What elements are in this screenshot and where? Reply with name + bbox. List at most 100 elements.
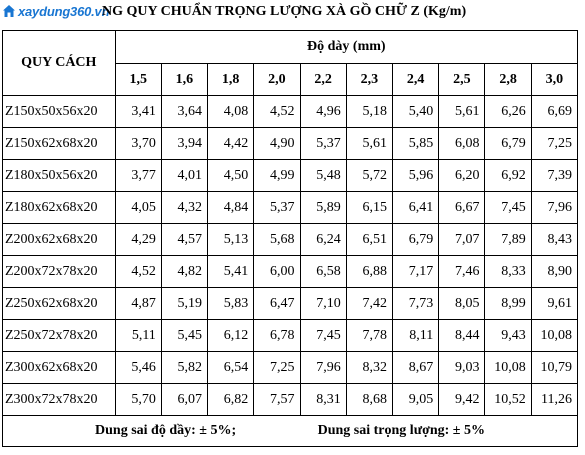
spec-cell: Z300x72x78x20 (2, 383, 116, 416)
weight-cell: 6,07 (160, 383, 209, 416)
weight-cell: 7,57 (253, 383, 301, 416)
weight-cell: 7,25 (530, 127, 579, 160)
weight-tolerance: Dung sai trọng lượng: ± 5% (317, 423, 485, 438)
weight-cell: 7,46 (438, 255, 486, 288)
weight-cell: 5,85 (391, 127, 440, 160)
weight-cell: 9,05 (391, 383, 440, 416)
weight-cell: 6,79 (391, 223, 440, 256)
weight-cell: 5,41 (207, 255, 255, 288)
weight-cell: 6,00 (253, 255, 301, 288)
weight-cell: 10,08 (530, 319, 579, 352)
thickness-header: 2,8 (484, 63, 532, 96)
weight-cell: 5,13 (207, 223, 255, 256)
thickness-header: 2,5 (438, 63, 486, 96)
weight-cell: 6,20 (438, 159, 486, 192)
table-row: Z180x62x68x20 4,05 4,32 4,84 5,37 5,89 6,15 6,4… (2, 191, 579, 224)
weight-cell: 4,57 (160, 223, 209, 256)
weight-cell: 10,52 (484, 383, 532, 416)
table-row: Z150x50x56x20 3,41 3,64 4,08 4,52 4,96 5,18 5,4… (2, 95, 579, 128)
weight-cell: 6,79 (484, 127, 532, 160)
weight-cell: 4,01 (160, 159, 209, 192)
weight-cell: 4,96 (299, 95, 347, 128)
table-body: Z150x50x56x20 3,41 3,64 4,08 4,52 4,96 5,18 5,4… (2, 95, 579, 416)
weight-cell: 6,82 (207, 383, 255, 416)
weight-cell: 8,05 (438, 287, 486, 320)
weight-cell: 7,10 (299, 287, 347, 320)
weight-cell: 8,32 (345, 351, 393, 384)
weight-cell: 6,67 (438, 191, 486, 224)
weight-cell: 6,58 (299, 255, 347, 288)
weight-cell: 7,96 (299, 351, 347, 384)
weight-cell: 10,08 (484, 351, 532, 384)
weight-cell: 5,61 (345, 127, 393, 160)
weight-cell: 8,43 (530, 223, 579, 256)
weight-cell: 7,25 (253, 351, 301, 384)
weight-cell: 5,83 (207, 287, 255, 320)
weight-cell: 7,42 (345, 287, 393, 320)
weight-cell: 6,08 (438, 127, 486, 160)
weight-cell: 6,92 (484, 159, 532, 192)
weight-cell: 6,51 (345, 223, 393, 256)
table-row: Z300x72x78x20 5,70 6,07 6,82 7,57 8,31 8,68 9,0… (2, 383, 579, 416)
weight-cell: 9,43 (484, 319, 532, 352)
thickness-header: 3,0 (530, 63, 579, 96)
weight-cell: 11,26 (530, 383, 579, 416)
thickness-header: 2,4 (391, 63, 440, 96)
weight-cell: 7,73 (391, 287, 440, 320)
table-row: Z150x62x68x20 3,70 3,94 4,42 4,90 5,37 5,61 5,8… (2, 127, 579, 160)
table-row: Z250x72x78x20 5,11 5,45 6,12 6,78 7,45 7,78 8,1… (2, 319, 579, 352)
spec-cell: Z180x50x56x20 (2, 159, 116, 192)
weight-cell: 8,67 (391, 351, 440, 384)
weight-cell: 8,44 (438, 319, 486, 352)
weight-cell: 8,68 (345, 383, 393, 416)
weight-cell: 4,50 (207, 159, 255, 192)
document-title: NG QUY CHUẨN TRỌNG LƯỢNG XÀ GỒ CHỮ Z (Kg… (102, 4, 467, 19)
weight-cell: 6,88 (345, 255, 393, 288)
weight-cell: 8,33 (484, 255, 532, 288)
weight-cell: 3,94 (160, 127, 209, 160)
weight-cell: 4,29 (114, 223, 162, 256)
weight-cell: 6,69 (530, 95, 579, 128)
spec-column-header: QUY CÁCH (2, 30, 116, 96)
weight-cell: 7,89 (484, 223, 532, 256)
weight-cell: 5,45 (160, 319, 209, 352)
weight-cell: 8,90 (530, 255, 579, 288)
weight-cell: 6,41 (391, 191, 440, 224)
weight-cell: 7,45 (484, 191, 532, 224)
weight-cell: 3,77 (114, 159, 162, 192)
spec-cell: Z180x62x68x20 (2, 191, 116, 224)
table-row: Z180x50x56x20 3,77 4,01 4,50 4,99 5,48 5,72 5,9… (2, 159, 579, 192)
table-row: Z200x62x68x20 4,29 4,57 5,13 5,68 6,24 6,51 6,7… (2, 223, 579, 256)
weight-cell: 4,90 (253, 127, 301, 160)
spec-cell: Z300x62x68x20 (2, 351, 116, 384)
weight-cell: 5,89 (299, 191, 347, 224)
thickness-header: 2,0 (253, 63, 301, 96)
thickness-header: 1,8 (207, 63, 255, 96)
thickness-group-header: Độ dày (mm) (114, 30, 579, 64)
spec-cell: Z200x72x78x20 (2, 255, 116, 288)
spec-cell: Z150x50x56x20 (2, 95, 116, 128)
spec-cell: Z150x62x68x20 (2, 127, 116, 160)
weight-cell: 3,70 (114, 127, 162, 160)
weight-table: QUY CÁCH Độ dày (mm) 1,5 1,6 1,8 2,0 2,2 2,3 2… (2, 30, 579, 447)
table-row: Z300x62x68x20 5,46 5,82 6,54 7,25 7,96 8,32 8,6… (2, 351, 579, 384)
table-row: Z250x62x68x20 4,87 5,19 5,83 6,47 7,10 7,42 7,7… (2, 287, 579, 320)
spec-cell: Z200x62x68x20 (2, 223, 116, 256)
weight-cell: 6,15 (345, 191, 393, 224)
weight-cell: 8,31 (299, 383, 347, 416)
spec-cell: Z250x62x68x20 (2, 287, 116, 320)
weight-cell: 5,48 (299, 159, 347, 192)
weight-cell: 8,11 (391, 319, 440, 352)
weight-cell: 4,52 (253, 95, 301, 128)
weight-cell: 5,82 (160, 351, 209, 384)
thickness-tolerance: Dung sai độ dầy: ± 5%; (95, 423, 237, 438)
weight-cell: 4,82 (160, 255, 209, 288)
weight-cell: 9,03 (438, 351, 486, 384)
weight-cell: 9,61 (530, 287, 579, 320)
weight-cell: 9,42 (438, 383, 486, 416)
weight-cell: 4,05 (114, 191, 162, 224)
weight-cell: 6,78 (253, 319, 301, 352)
weight-cell: 5,11 (114, 319, 162, 352)
weight-cell: 5,37 (299, 127, 347, 160)
thickness-header: 2,3 (345, 63, 393, 96)
